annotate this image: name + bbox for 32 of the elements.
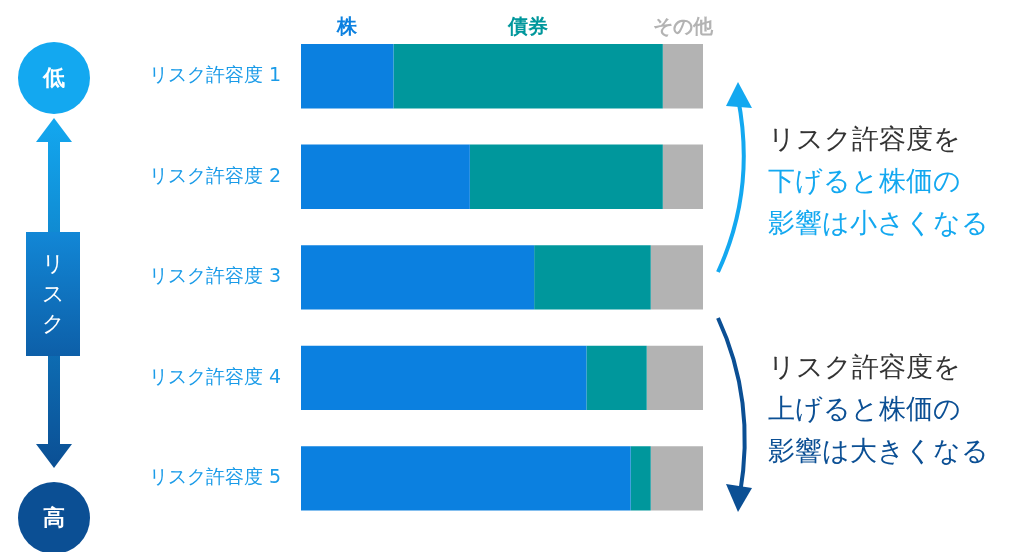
text: 影響は小さくなる	[768, 206, 990, 240]
bar	[301, 446, 631, 511]
bar	[301, 144, 470, 209]
series-label: 債券	[507, 14, 549, 39]
bar	[646, 345, 703, 410]
text: 低	[18, 42, 90, 114]
series-label: 株	[336, 14, 359, 39]
bar	[301, 345, 587, 410]
text: リスク	[41, 250, 65, 338]
y-tick-label: リスク許容度 1	[148, 63, 281, 86]
text: リスク許容度を	[768, 350, 962, 384]
text: リスク許容度を	[768, 122, 962, 156]
y-tick-label: リスク許容度 2	[148, 163, 281, 186]
bar	[301, 245, 535, 310]
bar	[650, 446, 703, 511]
bar	[301, 44, 394, 109]
bar	[586, 345, 647, 410]
y-tick-label: リスク許容度 4	[148, 364, 281, 387]
bar	[534, 245, 651, 310]
text: 高	[18, 482, 90, 552]
series-label: その他	[652, 14, 714, 39]
bar	[469, 144, 663, 209]
bar	[662, 144, 703, 209]
text: 下げると株価の	[768, 164, 962, 198]
bar	[650, 245, 703, 310]
bar	[393, 44, 663, 109]
text: 上げると株価の	[768, 392, 962, 426]
bar	[630, 446, 651, 511]
bar	[662, 44, 703, 109]
text: 影響は大きくなる	[768, 434, 990, 468]
y-tick-label: リスク許容度 5	[148, 465, 281, 488]
y-tick-label: リスク許容度 3	[148, 264, 281, 287]
